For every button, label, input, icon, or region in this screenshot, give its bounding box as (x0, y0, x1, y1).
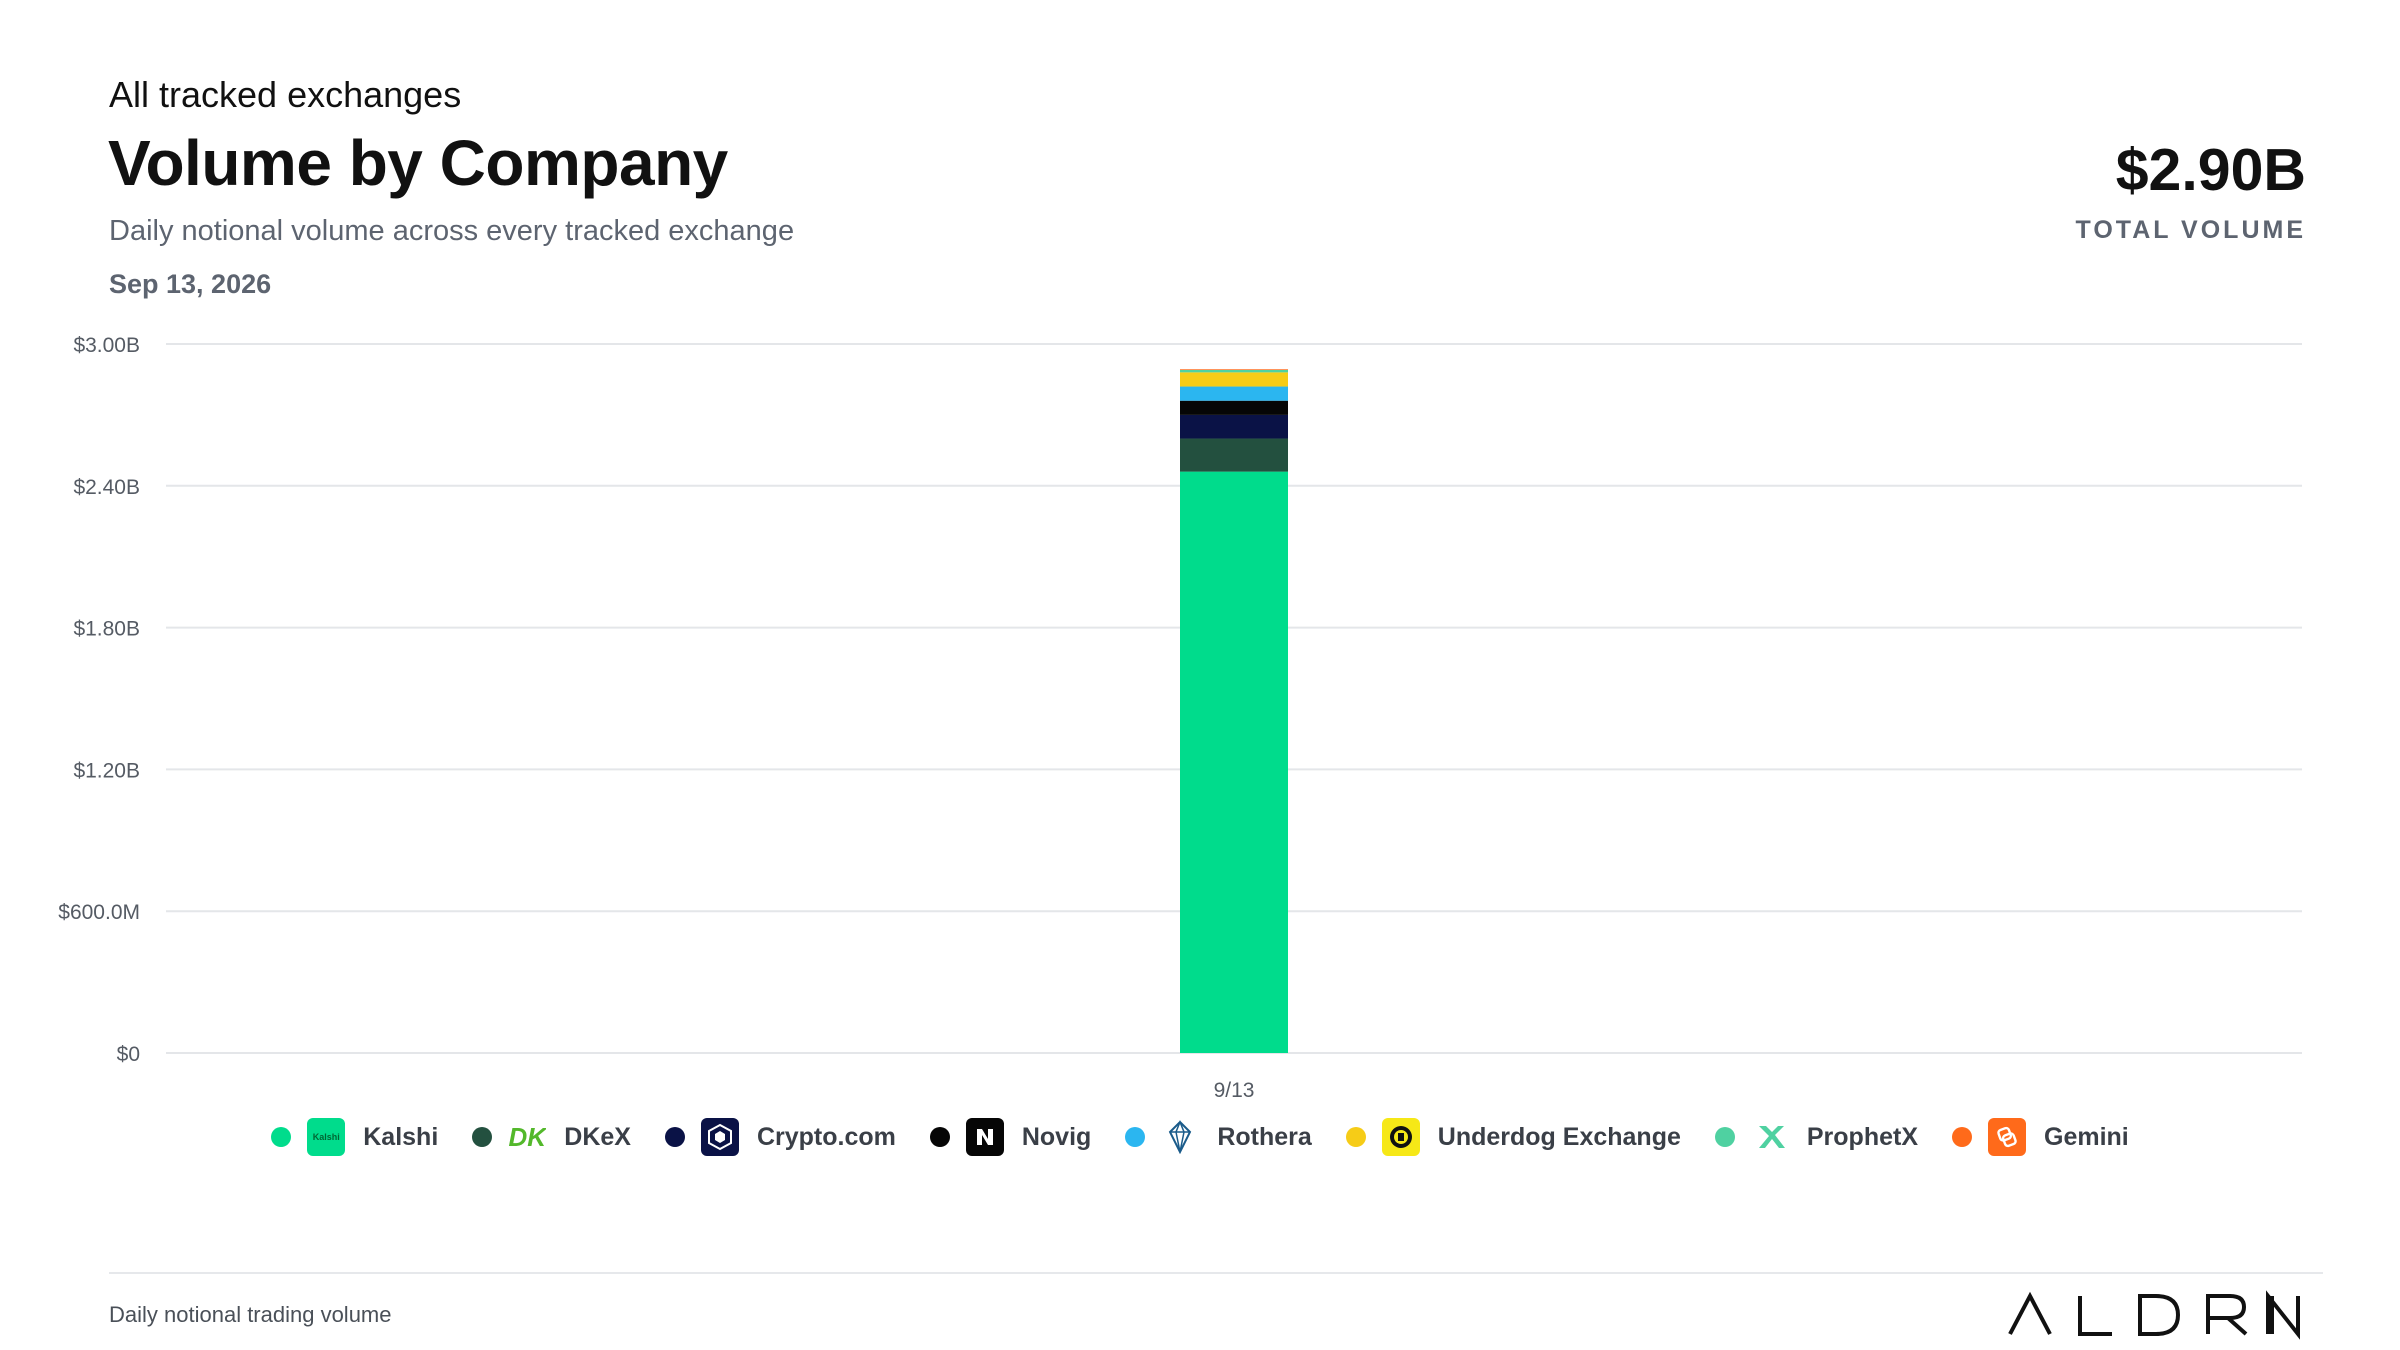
legend-swatch (929, 1127, 950, 1147)
gemini-logo-icon (1988, 1118, 2026, 1156)
novig-n-icon (965, 1118, 1004, 1156)
legend-label: DKeX (564, 1122, 631, 1151)
x-tick-label: 9/13 (1214, 1079, 1255, 1102)
legend-swatch (1125, 1127, 1146, 1147)
legend-label: Kalshi (363, 1122, 439, 1151)
legend-item-novig[interactable]: Novig (929, 1118, 1092, 1156)
chart-title: Volume by Company (108, 127, 728, 199)
legend-label: Crypto.com (756, 1122, 896, 1151)
bar-segment-dkex[interactable] (1180, 438, 1288, 472)
chart-subtitle: Daily notional volume across every track… (109, 215, 795, 247)
legend-item-dkex[interactable]: DK DKeX (472, 1118, 631, 1156)
legend-swatch (271, 1127, 292, 1147)
stacked-bar-chart: $0 $600.0M $1.20B $1.80B $2.40B $3.00B 9/13 (58, 334, 2302, 1102)
x-axis-ticks: 9/13 (1214, 1079, 1255, 1102)
legend-item-crypto-com[interactable]: Crypto.com (664, 1118, 896, 1156)
crypto-com-shield-icon (700, 1118, 739, 1156)
total-volume-value: $2.90B (2115, 137, 2306, 203)
bar-segment-rothera[interactable] (1180, 386, 1288, 401)
dk-logo-icon: DK (508, 1121, 547, 1152)
chart-eyebrow: All tracked exchanges (109, 74, 462, 115)
bar-segment-gemini[interactable] (1180, 369, 1288, 370)
y-tick-label: $1.20B (73, 759, 140, 782)
legend-label: Gemini (2044, 1122, 2129, 1151)
bar-stack (1180, 369, 1288, 1053)
legend-item-rothera[interactable]: Rothera (1125, 1118, 1312, 1156)
legend-item-kalshi[interactable]: Kalshi Kalshi (271, 1118, 438, 1156)
y-tick-label: $2.40B (73, 476, 140, 499)
bar-segment-kalshi[interactable] (1180, 471, 1288, 1053)
legend-item-gemini[interactable]: Gemini (1952, 1118, 2129, 1156)
total-volume-label: TOTAL VOLUME (2075, 216, 2306, 244)
y-tick-label: $1.80B (73, 618, 140, 641)
bar-segment-underdog-exchange[interactable] (1180, 372, 1288, 387)
underdog-logo-icon (1381, 1118, 1420, 1156)
legend-item-prophetx[interactable]: ProphetX (1714, 1118, 1918, 1156)
rothera-crystal-icon (1161, 1118, 1199, 1156)
legend-swatch (1952, 1127, 1972, 1147)
legend-label: Underdog Exchange (1437, 1122, 1681, 1151)
legend-label: Novig (1021, 1122, 1092, 1151)
chart-date: Sep 13, 2026 (109, 269, 272, 299)
legend-swatch (1714, 1127, 1735, 1147)
footer-note: Daily notional trading volume (109, 1302, 392, 1327)
footer-divider (109, 1272, 2323, 1274)
legend-label: Rothera (1217, 1122, 1312, 1151)
legend-item-underdog-exchange[interactable]: Underdog Exchange (1345, 1118, 1681, 1156)
aldrin-logo (2008, 1290, 2300, 1340)
bar-segment-crypto-com[interactable] (1180, 414, 1288, 439)
bar-segment-prophetx[interactable] (1180, 369, 1288, 373)
y-axis-ticks: $0 $600.0M $1.20B $1.80B $2.40B $3.00B (58, 334, 140, 1066)
chart-legend: Kalshi Kalshi DK DKeX Crypto.com Novig Rothera… (0, 1112, 2400, 1162)
legend-label: ProphetX (1806, 1122, 1918, 1151)
y-tick-label: $0 (117, 1043, 140, 1066)
legend-swatch (1345, 1127, 1366, 1147)
bar-segment-novig[interactable] (1180, 400, 1288, 415)
legend-swatch (664, 1127, 685, 1147)
y-tick-label: $3.00B (73, 334, 140, 357)
prophetx-x-icon (1751, 1118, 1789, 1156)
y-tick-label: $600.0M (58, 901, 140, 924)
kalshi-logo-icon: Kalshi (307, 1118, 346, 1156)
legend-swatch (472, 1127, 493, 1147)
